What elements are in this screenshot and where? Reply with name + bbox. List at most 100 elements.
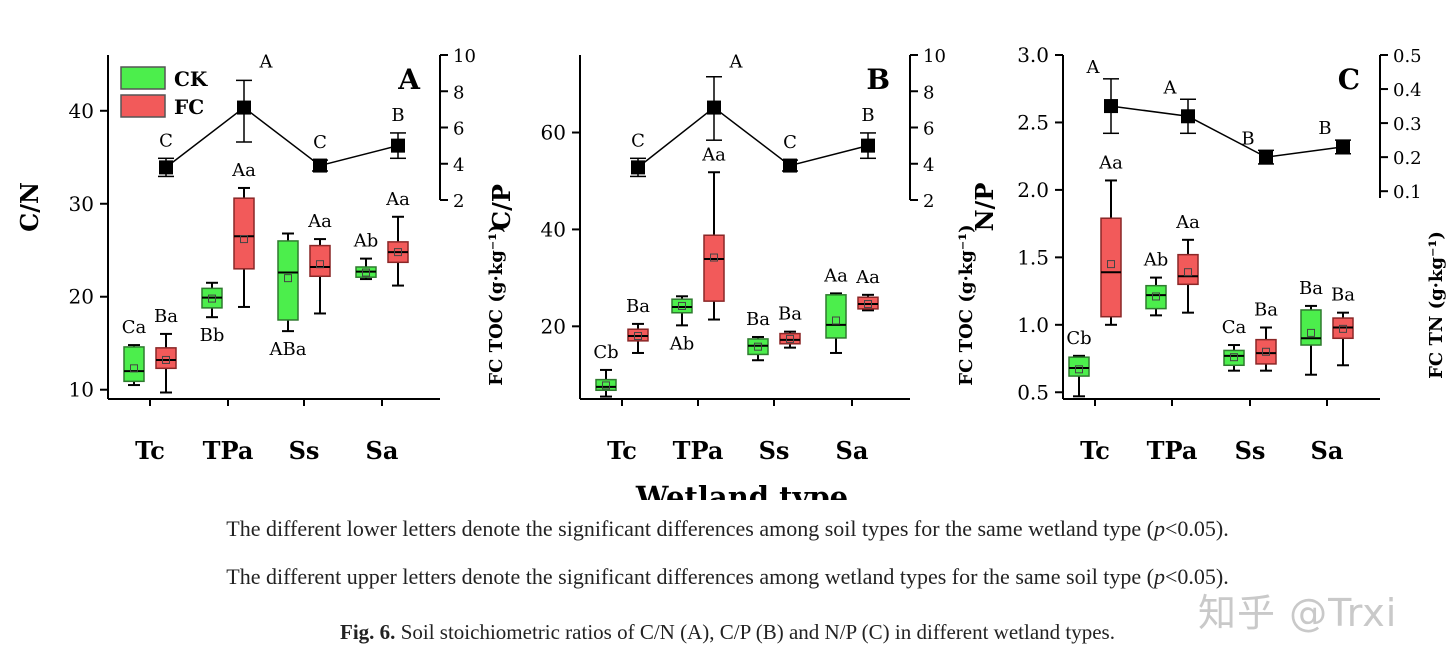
- line-point-label: A: [259, 52, 274, 73]
- y2-tick-label: 4: [923, 155, 934, 176]
- box-iqr: [123, 346, 145, 383]
- box-mean: [1184, 268, 1192, 277]
- y-tick-label: 2.5: [1017, 110, 1049, 134]
- box-letter-label: Cb: [1066, 328, 1091, 349]
- box-iqr: [1300, 309, 1322, 346]
- x-tick-label: Tc: [135, 436, 165, 465]
- line-point-label: B: [391, 105, 404, 126]
- box-ck: Bb: [200, 281, 224, 346]
- note-upper-letters: The different upper letters denote the s…: [0, 564, 1455, 590]
- box-iqr: [155, 347, 177, 370]
- panel-letter: B: [866, 63, 890, 96]
- legend-swatch: [120, 66, 166, 90]
- line-point: [391, 138, 405, 153]
- box-letter-label: Aa: [701, 144, 726, 165]
- box-letter-label: Ba: [154, 306, 178, 327]
- y2-tick-label: 6: [453, 119, 464, 140]
- legend-label: FC: [174, 95, 204, 119]
- y-axis-title: C/P: [487, 184, 516, 230]
- line-point-label: C: [159, 130, 173, 151]
- box-iqr: [1145, 284, 1167, 310]
- note-upper-p: p: [1154, 564, 1166, 589]
- y2-axis-title: FC TOC (g·kg⁻¹): [956, 224, 977, 385]
- box-ck: ABa: [269, 232, 307, 360]
- line-point-label: C: [783, 132, 797, 153]
- box-mean: [1262, 347, 1270, 356]
- x-tick-label: Sa: [836, 436, 869, 465]
- box-iqr: [703, 234, 725, 302]
- box-letter-label: Aa: [307, 211, 332, 232]
- y-tick-label: 60: [541, 121, 566, 145]
- box-letter-label: ABa: [269, 339, 307, 360]
- x-tick-label: Ss: [1235, 436, 1266, 465]
- panel-c: 0.5 1.0 1.5 2.0 2.5 3.0 0.1 0.2 0.3 0.4 0.5 Tc TPa Ss…: [970, 43, 1447, 465]
- y2-tick-label: 0.3: [1393, 114, 1422, 135]
- box-mean: [710, 253, 718, 262]
- box-iqr: [1255, 338, 1277, 365]
- box-iqr: [1068, 356, 1090, 377]
- line-point: [1104, 99, 1118, 114]
- line-point: [631, 160, 645, 175]
- line-point: [783, 158, 797, 173]
- line-point: [313, 158, 327, 173]
- box-letter-label: Ca: [122, 317, 147, 338]
- box-fc: Aa: [855, 267, 880, 312]
- box-ck: Ab: [353, 231, 378, 281]
- watermark: 知乎 @Trxi: [1198, 591, 1398, 635]
- box-fc: Aa: [231, 160, 256, 308]
- x-axis-title: Wetland type: [635, 480, 848, 500]
- box-letter-label: Ca: [1222, 317, 1247, 338]
- box-letter-label: Aa: [1175, 212, 1200, 233]
- y2-tick-label: 2: [923, 191, 934, 212]
- box-ck: Ba: [1299, 278, 1323, 376]
- box-mean: [1152, 292, 1160, 301]
- box-mean: [162, 355, 170, 364]
- y-tick-label: 40: [69, 99, 94, 123]
- x-tick-label: Ss: [289, 436, 320, 465]
- box-ck: Ab: [1143, 250, 1169, 317]
- box-letter-label: Ba: [626, 296, 650, 317]
- box-mean: [362, 268, 370, 277]
- y-tick-label: 1.5: [1017, 245, 1049, 269]
- line-point: [707, 100, 721, 115]
- box-mean: [754, 342, 762, 351]
- y2-tick-label: 0.5: [1393, 46, 1422, 67]
- y2-tick-label: 2: [453, 191, 464, 212]
- y-tick-label: 3.0: [1017, 43, 1049, 67]
- line-series-path: [165, 106, 399, 168]
- x-tick-label: TPa: [203, 436, 254, 465]
- caption-label: Fig. 6.: [340, 620, 396, 644]
- note-lower-threshold: <0.05).: [1165, 516, 1229, 541]
- box-mean: [678, 301, 686, 310]
- box-fc: Ba: [1254, 300, 1278, 372]
- y-tick-label: 20: [541, 314, 566, 338]
- box-ck: Cb: [1066, 328, 1092, 398]
- y-tick-label: 1.0: [1017, 313, 1049, 337]
- box-mean: [832, 316, 840, 325]
- y-tick-label: 40: [541, 217, 566, 241]
- line-series-path: [1110, 105, 1344, 158]
- box-ck: Ca: [122, 317, 147, 387]
- box-letter-label: Aa: [855, 267, 880, 288]
- box-fc: Ba: [626, 296, 650, 354]
- box-mean: [634, 332, 642, 341]
- box-fc: Aa: [307, 211, 332, 315]
- panel-letter: C: [1338, 63, 1360, 96]
- box-ck: Ba: [746, 309, 770, 362]
- y-tick-label: 20: [69, 285, 94, 309]
- box-fc: Aa: [1098, 152, 1123, 326]
- figure-panels: 10 20 30 40 2 4 6 8 10 Tc TPa Ss Sa C/N FC TOC (g·kg⁻¹…: [15, 43, 1447, 500]
- y2-tick-label: 0.2: [1393, 148, 1422, 169]
- caption-text: Soil stoichiometric ratios of C/N (A), C…: [395, 620, 1115, 644]
- x-tick-label: TPa: [1147, 436, 1198, 465]
- box-letter-label: Ba: [1299, 278, 1323, 299]
- box-letter-label: Ba: [746, 309, 770, 330]
- box-ck: Ca: [1222, 317, 1247, 372]
- note-lower-letters: The different lower letters denote the s…: [0, 516, 1455, 542]
- box-ck: Aa: [823, 265, 848, 354]
- box-ck: Cb: [593, 342, 619, 398]
- box-mean: [316, 260, 324, 269]
- y2-tick-label: 4: [453, 155, 464, 176]
- box-mean: [208, 294, 216, 303]
- box-letter-label: Ab: [1143, 250, 1169, 271]
